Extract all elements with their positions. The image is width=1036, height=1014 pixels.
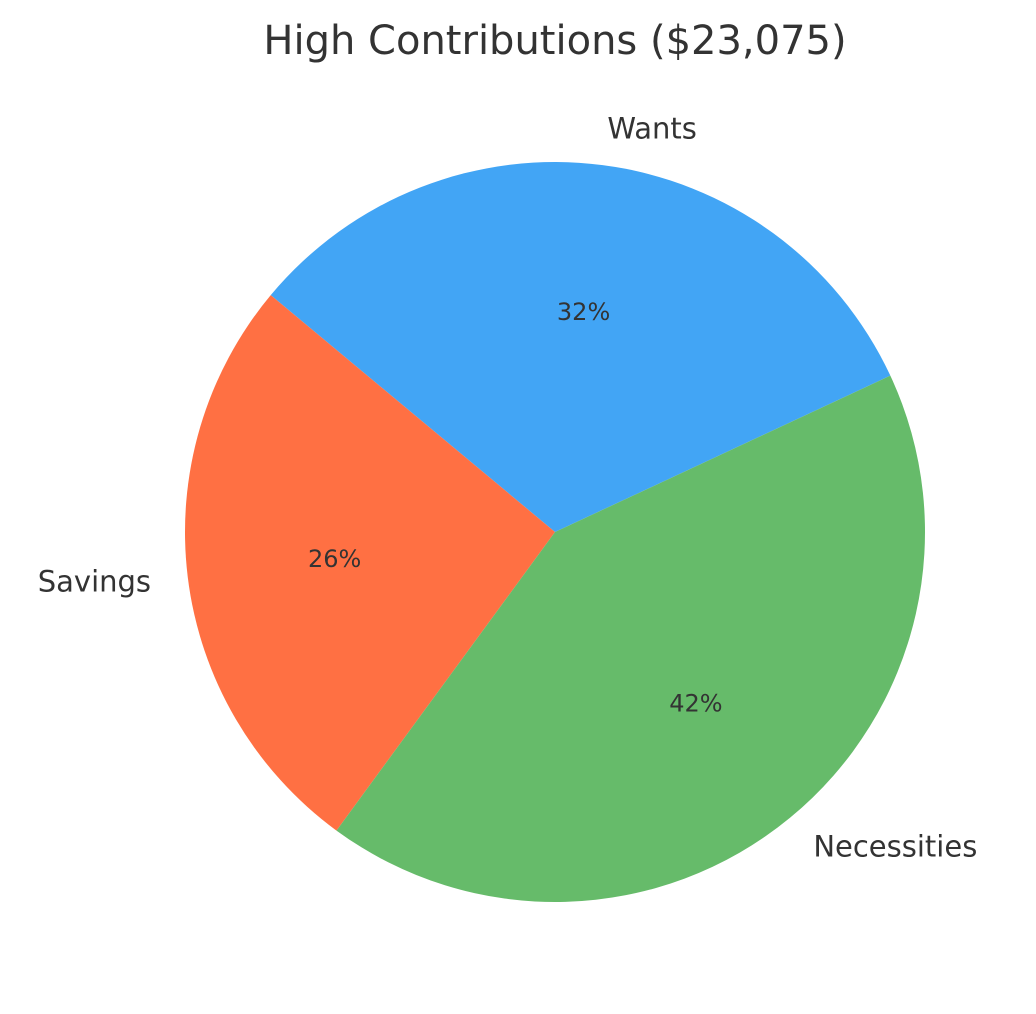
slice-label-savings: Savings <box>38 565 151 599</box>
slice-label-wants: Wants <box>607 111 696 145</box>
pie-slices <box>184 162 925 903</box>
pct-label-savings: 26% <box>308 545 361 573</box>
chart-title: High Contributions ($23,075) <box>263 18 846 64</box>
pct-label-wants: 32% <box>557 298 610 326</box>
pie-labels: Wants 32% Savings 26% Necessities 42% <box>38 111 978 863</box>
pie-slice-wants <box>270 162 891 532</box>
slice-label-necessities: Necessities <box>813 830 977 864</box>
pct-label-necessities: 42% <box>669 690 722 718</box>
pie-slice-necessities <box>336 375 925 903</box>
pie-slice-savings <box>184 295 556 831</box>
